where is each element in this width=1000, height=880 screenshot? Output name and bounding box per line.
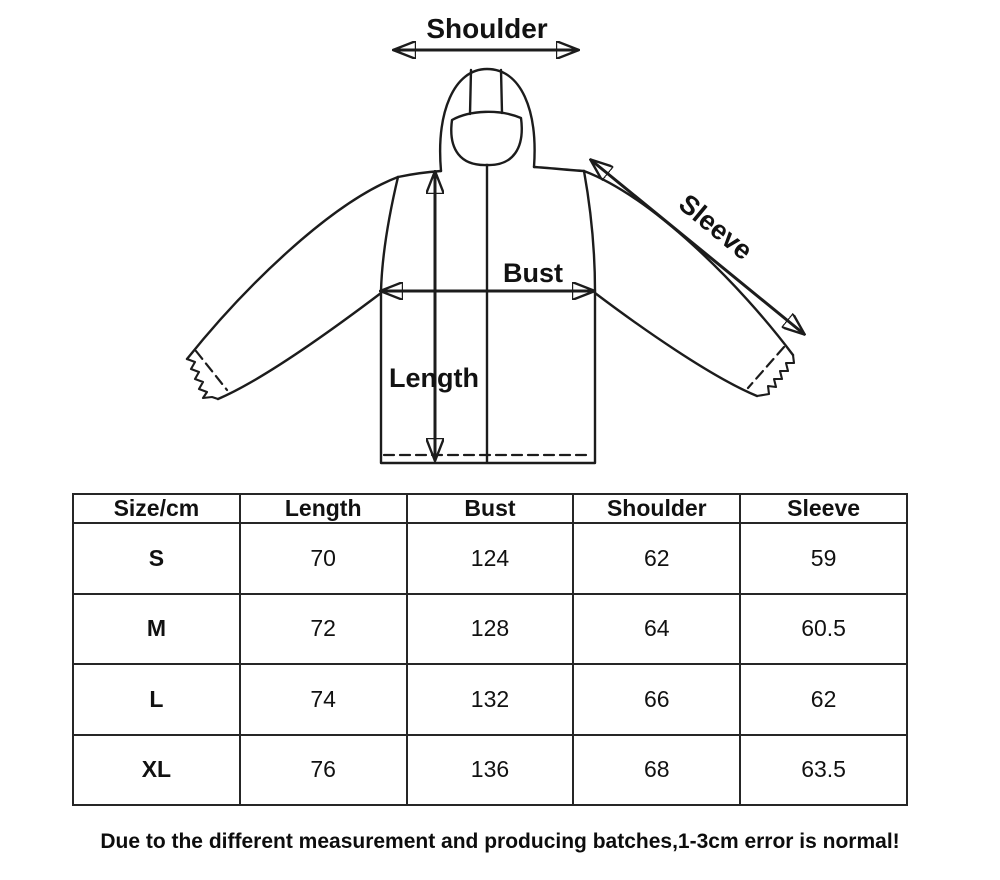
bust-value: 136 bbox=[405, 733, 575, 806]
length-value: 72 bbox=[238, 592, 408, 665]
table-row-l: L 74 132 66 62 bbox=[72, 663, 908, 736]
size-cell: L bbox=[72, 663, 241, 736]
garment-measurement-diagram: Shoulder Bust Length Sleeve bbox=[185, 13, 1000, 465]
shoulder-measure-label: Shoulder bbox=[426, 13, 547, 44]
right-cuff-dashed-line bbox=[746, 345, 786, 390]
body-side-right-upper bbox=[582, 169, 597, 293]
sleeve-measure-arrow bbox=[591, 160, 804, 334]
col-header-bust: Bust bbox=[405, 493, 575, 524]
sleeve-value: 60.5 bbox=[739, 592, 908, 665]
measurement-error-note: Due to the different measurement and pro… bbox=[100, 830, 900, 853]
hood-outline bbox=[439, 67, 536, 173]
size-chart-table: Size/cm Length Bust Shoulder Sleeve S 70… bbox=[72, 493, 908, 806]
left-sleeve-bottom-edge bbox=[216, 291, 383, 401]
shoulder-value: 62 bbox=[572, 522, 742, 595]
bust-value: 128 bbox=[405, 592, 575, 665]
shoulder-seam-right bbox=[532, 165, 586, 173]
left-cuff-dashed-line bbox=[194, 349, 229, 392]
shoulder-value: 68 bbox=[572, 733, 742, 806]
left-cuff-ribbing bbox=[185, 357, 220, 401]
sleeve-value: 62 bbox=[739, 663, 908, 736]
table-row-m: M 72 128 64 60.5 bbox=[72, 592, 908, 665]
hood-face-opening bbox=[450, 110, 523, 167]
shoulder-value: 66 bbox=[572, 663, 742, 736]
size-cell: M bbox=[72, 592, 241, 665]
sleeve-measure-label: Sleeve bbox=[673, 188, 758, 266]
length-measure-label: Length bbox=[389, 363, 479, 393]
sleeve-value: 59 bbox=[739, 522, 908, 595]
col-header-sleeve: Sleeve bbox=[739, 493, 908, 524]
size-cell: S bbox=[72, 522, 241, 595]
body-outline bbox=[379, 289, 597, 465]
right-cuff-ribbing bbox=[755, 353, 796, 398]
table-row-s: S 70 124 62 59 bbox=[72, 522, 908, 595]
bust-value: 132 bbox=[405, 663, 575, 736]
hood-seam-left bbox=[468, 68, 473, 116]
table-row-xl: XL 76 136 68 63.5 bbox=[72, 733, 908, 806]
shoulder-value: 64 bbox=[572, 592, 742, 665]
length-value: 74 bbox=[238, 663, 408, 736]
col-header-shoulder: Shoulder bbox=[572, 493, 742, 524]
left-sleeve-top-edge bbox=[185, 175, 400, 361]
body-side-left-upper bbox=[379, 175, 400, 293]
length-value: 76 bbox=[238, 733, 408, 806]
col-header-length: Length bbox=[238, 493, 408, 524]
header-row: Size/cm Length Bust Shoulder Sleeve bbox=[72, 493, 908, 524]
right-sleeve-bottom-edge bbox=[593, 291, 759, 398]
hood-seam-right bbox=[499, 68, 504, 115]
col-header-size: Size/cm bbox=[72, 493, 241, 524]
size-cell: XL bbox=[72, 733, 241, 806]
length-value: 70 bbox=[238, 522, 408, 595]
sleeve-value: 63.5 bbox=[739, 733, 908, 806]
bust-value: 124 bbox=[405, 522, 575, 595]
bust-measure-label: Bust bbox=[503, 258, 563, 288]
